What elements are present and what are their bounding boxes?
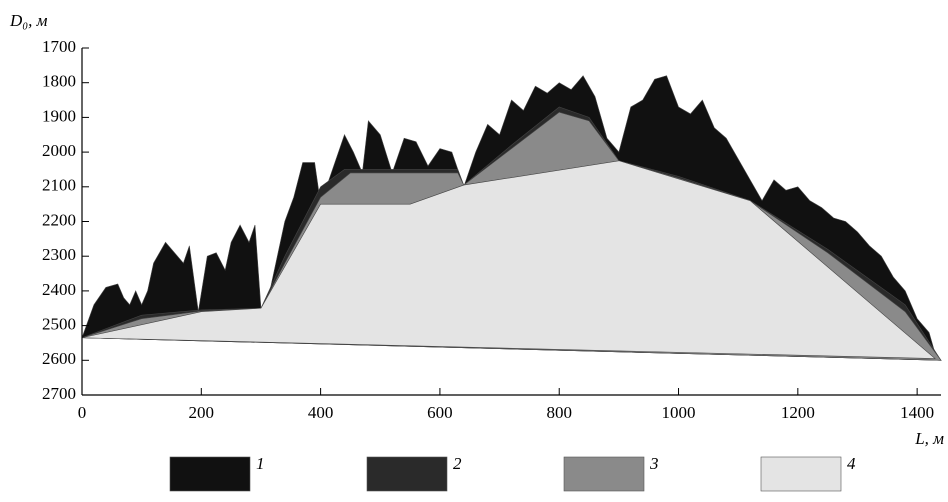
x-tick-label: 1400: [900, 403, 934, 422]
x-tick-label: 1000: [662, 403, 696, 422]
y-tick-label: 2600: [42, 349, 76, 368]
legend-label: 2: [453, 454, 462, 473]
x-tick-label: 600: [427, 403, 453, 422]
y-tick-label: 2400: [42, 280, 76, 299]
x-tick-label: 800: [546, 403, 572, 422]
y-tick-label: 2200: [42, 210, 76, 229]
legend-label: 3: [649, 454, 659, 473]
legend-label: 1: [256, 454, 265, 473]
x-axis-label: L, м: [914, 429, 944, 448]
legend-label: 4: [847, 454, 856, 473]
legend-swatch: [563, 456, 645, 492]
y-tick-label: 1800: [42, 72, 76, 91]
y-tick-label: 2100: [42, 176, 76, 195]
x-tick-label: 200: [189, 403, 215, 422]
y-tick-label: 2700: [42, 384, 76, 403]
y-tick-label: 1700: [42, 37, 76, 56]
x-tick-label: 0: [78, 403, 87, 422]
x-tick-label: 400: [308, 403, 334, 422]
y-axis-label: D₀, м: [9, 11, 48, 30]
x-tick-label: 1200: [781, 403, 815, 422]
y-tick-label: 2000: [42, 141, 76, 160]
legend-swatch: [169, 456, 251, 492]
legend-swatch: [366, 456, 448, 492]
y-tick-label: 2300: [42, 245, 76, 264]
y-tick-label: 2500: [42, 315, 76, 334]
y-tick-label: 1900: [42, 106, 76, 125]
legend-swatch: [760, 456, 842, 492]
layer-area: [81, 160, 936, 359]
